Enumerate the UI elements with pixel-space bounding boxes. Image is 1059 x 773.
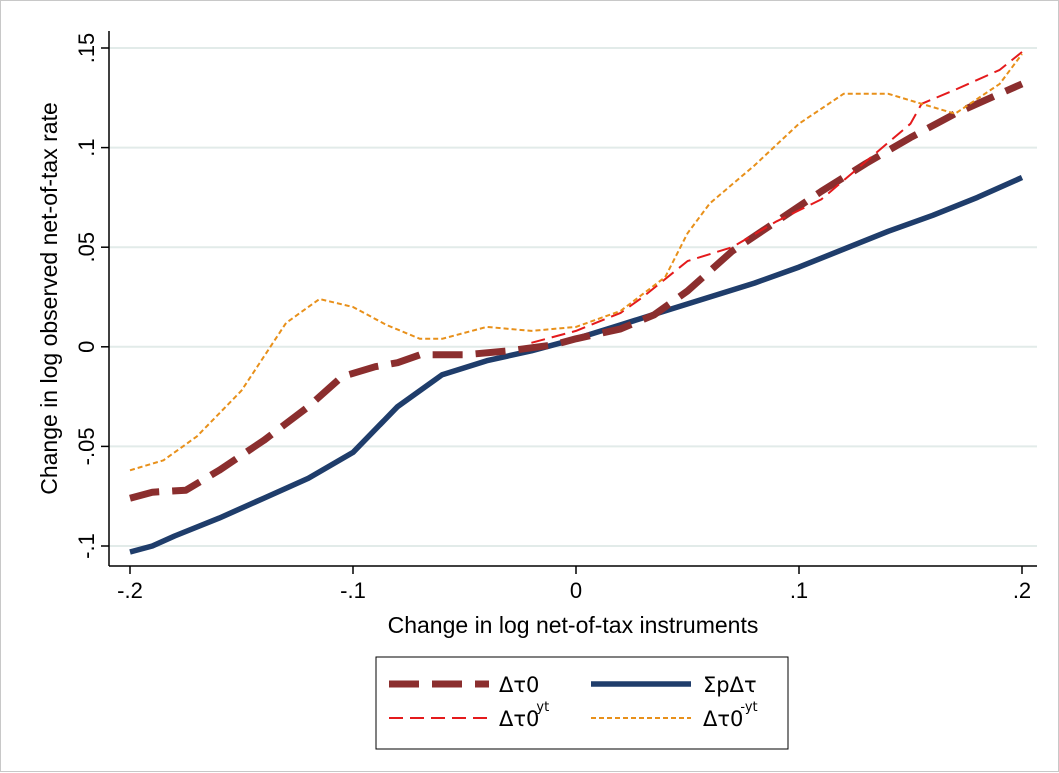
legend-label: Δτ0 [703, 707, 743, 731]
x-tick-label: 0 [570, 578, 582, 603]
series-line [531, 51, 1023, 344]
legend-label: ΣpΔτ [703, 673, 757, 697]
series-line [129, 80, 1024, 502]
legend-label-superscript: yt [536, 700, 549, 715]
ticks: -.1 -.05 0 .05 .1 .15 -.2 -.1 0 .1 .2 [74, 33, 1031, 603]
y-axis-title: Change in log observed net-of-tax rate [36, 102, 62, 495]
x-tick-label: .2 [1013, 578, 1031, 603]
y-tick-label: -.1 [74, 533, 99, 559]
y-tick-label: .15 [74, 33, 99, 64]
axes [108, 31, 1037, 567]
y-tick-label: 0 [74, 341, 99, 353]
legend-label: Δτ0 [499, 707, 539, 731]
y-tick-label: .1 [74, 138, 99, 156]
series-line [129, 174, 1024, 555]
series-lines [129, 51, 1024, 555]
y-tick-label: -.05 [74, 427, 99, 465]
series-line [129, 53, 1023, 472]
legend-label: Δτ0 [499, 673, 539, 697]
legend-box [375, 656, 789, 750]
legend-label-superscript: -yt [740, 700, 757, 715]
x-tick-label: -.2 [117, 578, 143, 603]
x-axis-title: Change in log net-of-tax instruments [388, 612, 759, 638]
grid-lines [109, 47, 1037, 547]
x-tick-label: .1 [790, 578, 808, 603]
x-tick-label: -.1 [340, 578, 366, 603]
y-tick-label: .05 [74, 232, 99, 263]
